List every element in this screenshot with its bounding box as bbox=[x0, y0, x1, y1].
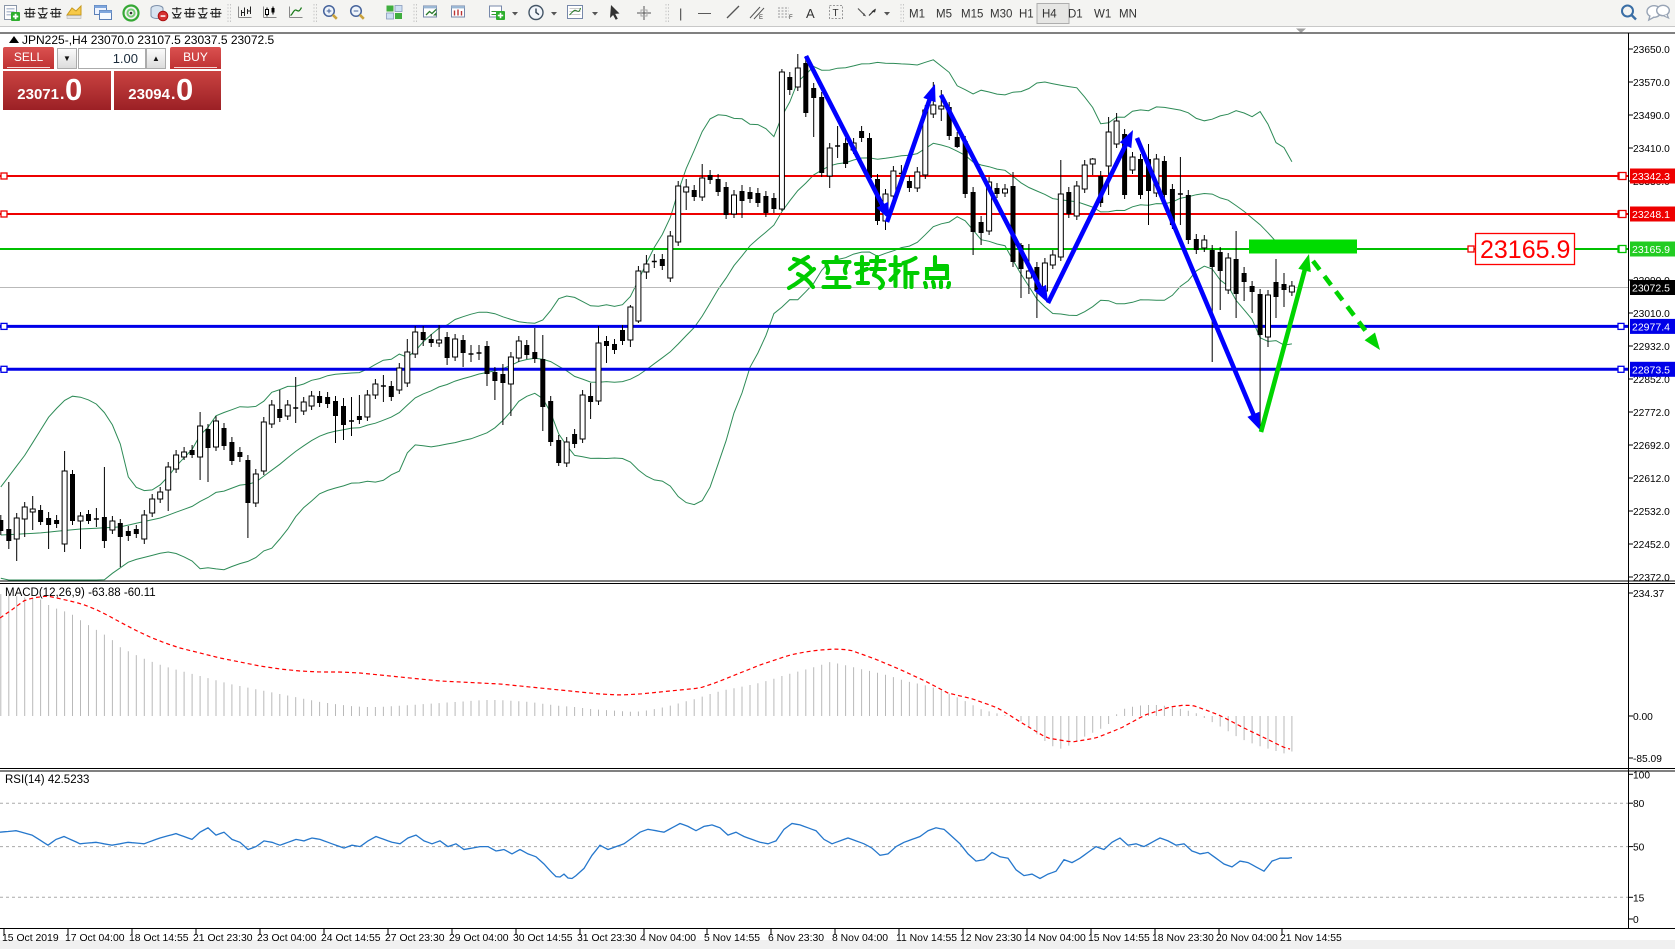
svg-text:22873.5: 22873.5 bbox=[1632, 364, 1670, 376]
svg-text:22452.0: 22452.0 bbox=[1633, 540, 1670, 551]
svg-text:M15: M15 bbox=[961, 9, 983, 21]
svg-text:18 Oct 14:55: 18 Oct 14:55 bbox=[129, 933, 189, 944]
svg-text:T: T bbox=[833, 8, 839, 19]
svg-text:23410.0: 23410.0 bbox=[1633, 144, 1670, 155]
svg-text:D1: D1 bbox=[1068, 9, 1083, 21]
svg-text:23650.0: 23650.0 bbox=[1633, 45, 1670, 56]
svg-text:MACD(12,26,9) -63.88 -60.11: MACD(12,26,9) -63.88 -60.11 bbox=[5, 587, 156, 599]
svg-text:22977.4: 22977.4 bbox=[1632, 321, 1670, 333]
svg-text:21 Oct 23:30: 21 Oct 23:30 bbox=[193, 933, 253, 944]
svg-text:0: 0 bbox=[1633, 915, 1639, 926]
svg-text:234.37: 234.37 bbox=[1633, 589, 1664, 600]
svg-text:23072.5: 23072.5 bbox=[1632, 283, 1670, 295]
svg-text:22692.0: 22692.0 bbox=[1633, 441, 1670, 452]
svg-text:15: 15 bbox=[1633, 893, 1645, 904]
svg-text:100: 100 bbox=[1633, 770, 1650, 781]
svg-text:H1: H1 bbox=[1019, 9, 1034, 21]
svg-text:8 Nov 04:00: 8 Nov 04:00 bbox=[832, 933, 888, 944]
svg-text:23570.0: 23570.0 bbox=[1633, 78, 1670, 89]
svg-text:H4: H4 bbox=[1042, 9, 1057, 21]
svg-text:|: | bbox=[679, 6, 682, 21]
svg-text:23342.3: 23342.3 bbox=[1632, 171, 1670, 183]
svg-text:27 Oct 23:30: 27 Oct 23:30 bbox=[385, 933, 445, 944]
svg-text:30 Oct 14:55: 30 Oct 14:55 bbox=[513, 933, 573, 944]
svg-text:15 Oct 2019: 15 Oct 2019 bbox=[2, 933, 59, 944]
svg-text:6 Nov 23:30: 6 Nov 23:30 bbox=[768, 933, 824, 944]
svg-text:20 Nov 04:00: 20 Nov 04:00 bbox=[1216, 933, 1278, 944]
svg-text:E: E bbox=[759, 15, 763, 21]
svg-text:23248.1: 23248.1 bbox=[1632, 209, 1670, 221]
svg-text:M1: M1 bbox=[909, 9, 925, 21]
svg-text:23165.9: 23165.9 bbox=[1632, 244, 1670, 256]
svg-text:4 Nov 04:00: 4 Nov 04:00 bbox=[640, 933, 696, 944]
svg-text:22612.0: 22612.0 bbox=[1633, 474, 1670, 485]
svg-text:—: — bbox=[698, 5, 711, 20]
svg-text:M30: M30 bbox=[990, 9, 1012, 21]
svg-text:RSI(14) 42.5233: RSI(14) 42.5233 bbox=[5, 774, 89, 786]
svg-text:80: 80 bbox=[1633, 799, 1645, 810]
svg-text:23 Oct 04:00: 23 Oct 04:00 bbox=[257, 933, 317, 944]
svg-text:22772.0: 22772.0 bbox=[1633, 408, 1670, 419]
svg-text:A: A bbox=[806, 6, 815, 21]
svg-text:11 Nov 14:55: 11 Nov 14:55 bbox=[896, 933, 957, 944]
svg-text:18 Nov 23:30: 18 Nov 23:30 bbox=[1152, 933, 1214, 944]
svg-text:50: 50 bbox=[1633, 843, 1645, 854]
svg-text:23165.9: 23165.9 bbox=[1480, 236, 1570, 264]
svg-text:F: F bbox=[789, 15, 793, 21]
svg-text:14 Nov 04:00: 14 Nov 04:00 bbox=[1024, 933, 1086, 944]
svg-text:5 Nov 14:55: 5 Nov 14:55 bbox=[704, 933, 760, 944]
svg-text:29 Oct 04:00: 29 Oct 04:00 bbox=[449, 933, 509, 944]
svg-text:M5: M5 bbox=[936, 9, 952, 21]
svg-text:22932.0: 22932.0 bbox=[1633, 342, 1670, 353]
svg-text:17 Oct 04:00: 17 Oct 04:00 bbox=[65, 933, 125, 944]
svg-text:23490.0: 23490.0 bbox=[1633, 111, 1670, 122]
svg-text:-85.09: -85.09 bbox=[1633, 754, 1662, 765]
svg-text:MN: MN bbox=[1119, 9, 1137, 21]
svg-text:0.00: 0.00 bbox=[1633, 712, 1653, 723]
svg-text:21 Nov 14:55: 21 Nov 14:55 bbox=[1280, 933, 1342, 944]
svg-text:23010.0: 23010.0 bbox=[1633, 309, 1670, 320]
svg-text:22372.0: 22372.0 bbox=[1633, 573, 1670, 584]
svg-text:22852.0: 22852.0 bbox=[1633, 375, 1670, 386]
svg-text:12 Nov 23:30: 12 Nov 23:30 bbox=[960, 933, 1022, 944]
svg-text:W1: W1 bbox=[1094, 9, 1111, 21]
svg-text:24 Oct 14:55: 24 Oct 14:55 bbox=[321, 933, 381, 944]
svg-text:22532.0: 22532.0 bbox=[1633, 507, 1670, 518]
svg-text:JPN225-,H4 23070.0 23107.5 23: JPN225-,H4 23070.0 23107.5 23037.5 23072… bbox=[22, 33, 275, 47]
svg-text:15 Nov 14:55: 15 Nov 14:55 bbox=[1088, 933, 1150, 944]
svg-text:31 Oct 23:30: 31 Oct 23:30 bbox=[577, 933, 637, 944]
